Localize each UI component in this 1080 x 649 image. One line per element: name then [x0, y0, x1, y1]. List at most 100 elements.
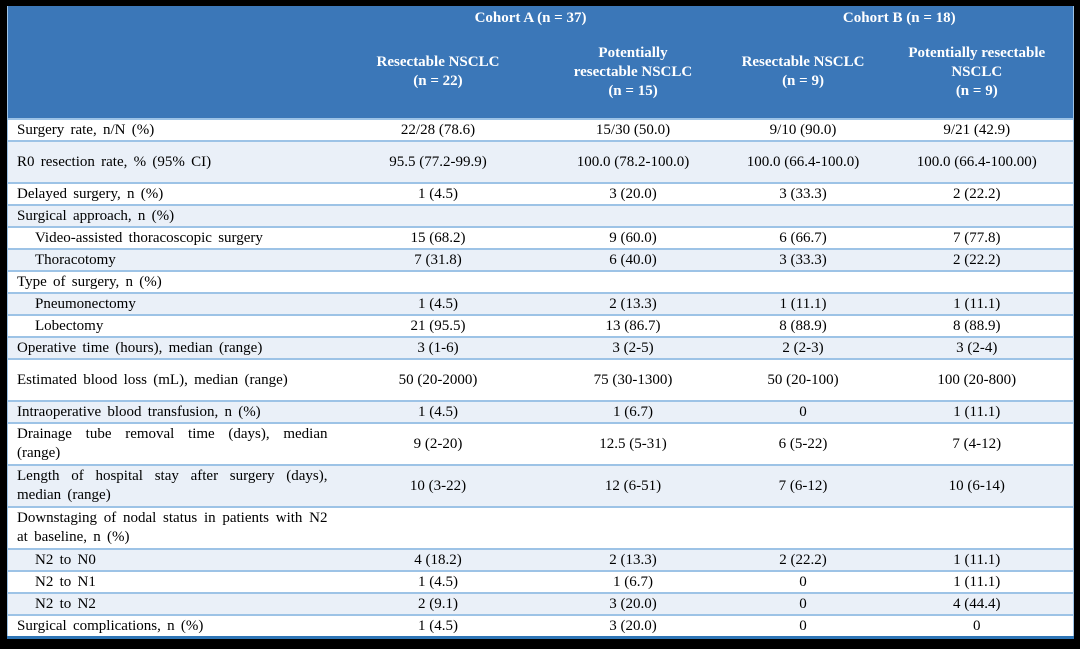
row-label: Surgical approach, n (%) — [7, 204, 336, 227]
row-value: 1 (11.1) — [880, 400, 1074, 423]
row-value: 0 — [725, 592, 881, 615]
row-value: 2 (22.2) — [880, 182, 1074, 205]
row-label: Thoracotomy — [7, 248, 336, 271]
column-header-resectable-a: Resectable NSCLC (n = 22) — [335, 34, 541, 119]
row-value: 100.0 (66.4-100.0) — [725, 140, 881, 183]
row-value: 1 (4.5) — [335, 400, 541, 423]
table-row: Lobectomy 21 (95.5) 13 (86.7) 8 (88.9) 8 (88… — [7, 314, 1074, 337]
row-value: 2 (13.3) — [540, 292, 726, 315]
row-label: Drainage tube removal time (days), media… — [7, 422, 336, 465]
row-value: 3 (20.0) — [540, 614, 726, 638]
table-header: Cohort A (n = 37) Cohort B (n = 18) Rese… — [7, 6, 1074, 119]
row-value — [880, 506, 1074, 549]
row-value: 0 — [725, 570, 881, 593]
row-label: N2 to N2 — [7, 592, 336, 615]
row-label: R0 resection rate, % (95% CI) — [7, 140, 336, 183]
row-value: 2 (2-3) — [725, 336, 881, 359]
row-label: Length of hospital stay after surgery (d… — [7, 464, 336, 507]
surgical-outcomes-table: Cohort A (n = 37) Cohort B (n = 18) Rese… — [7, 6, 1075, 639]
row-value — [335, 204, 541, 227]
table-row: Pneumonectomy 1 (4.5) 2 (13.3) 1 (11.1) 1 (1… — [7, 292, 1074, 315]
row-value: 7 (6-12) — [725, 464, 881, 507]
row-value: 1 (4.5) — [335, 570, 541, 593]
row-value: 1 (4.5) — [335, 292, 541, 315]
row-label: Pneumonectomy — [7, 292, 336, 315]
row-value: 95.5 (77.2-99.9) — [335, 140, 541, 183]
row-label: Type of surgery, n (%) — [7, 270, 336, 293]
table-row: Downstaging of nodal status in patients … — [7, 506, 1074, 549]
row-value — [335, 506, 541, 549]
column-header-potentially-resectable-b: Potentially resectable NSCLC (n = 9) — [880, 34, 1074, 119]
row-value: 1 (6.7) — [540, 400, 726, 423]
row-value: 3 (33.3) — [725, 182, 881, 205]
table-row: Operative time (hours), median (range) 3 … — [7, 336, 1074, 359]
row-value: 15 (68.2) — [335, 226, 541, 249]
subheader-row: Resectable NSCLC (n = 22) Potentially re… — [7, 34, 1074, 119]
row-value: 8 (88.9) — [725, 314, 881, 337]
row-label: Lobectomy — [7, 314, 336, 337]
row-value: 15/30 (50.0) — [540, 118, 726, 141]
table-row: Video-assisted thoracoscopic surgery 15 (… — [7, 226, 1074, 249]
row-value — [725, 204, 881, 227]
row-value: 2 (13.3) — [540, 548, 726, 571]
row-value: 3 (33.3) — [725, 248, 881, 271]
row-value: 9 (2-20) — [335, 422, 541, 465]
table-row: Surgical approach, n (%) — [7, 204, 1074, 227]
cohort-header-row: Cohort A (n = 37) Cohort B (n = 18) — [7, 6, 1074, 34]
table-row: Type of surgery, n (%) — [7, 270, 1074, 293]
row-value: 10 (3-22) — [335, 464, 541, 507]
table-row: N2 to N1 1 (4.5) 1 (6.7) 0 1 (11.1) — [7, 570, 1074, 593]
table-row: Surgical complications, n (%) 1 (4.5) 3 (2… — [7, 614, 1074, 638]
row-value: 12.5 (5-31) — [540, 422, 726, 465]
row-value — [540, 506, 726, 549]
row-value: 3 (1-6) — [335, 336, 541, 359]
row-value: 12 (6-51) — [540, 464, 726, 507]
row-label: Operative time (hours), median (range) — [7, 336, 336, 359]
row-label: Video-assisted thoracoscopic surgery — [7, 226, 336, 249]
row-label: Downstaging of nodal status in patients … — [7, 506, 336, 549]
row-value — [880, 204, 1074, 227]
row-value: 1 (4.5) — [335, 182, 541, 205]
row-label: Intraoperative blood transfusion, n (%) — [7, 400, 336, 423]
row-value: 10 (6-14) — [880, 464, 1074, 507]
row-value: 1 (11.1) — [880, 570, 1074, 593]
row-value: 0 — [725, 614, 881, 638]
row-value: 1 (11.1) — [725, 292, 881, 315]
header-spacer-cell — [7, 34, 336, 119]
row-value: 9/10 (90.0) — [725, 118, 881, 141]
row-value: 1 (11.1) — [880, 548, 1074, 571]
row-label: Surgical complications, n (%) — [7, 614, 336, 638]
row-value — [540, 270, 726, 293]
row-value: 9 (60.0) — [540, 226, 726, 249]
row-label: N2 to N1 — [7, 570, 336, 593]
column-header-potentially-resectable-a: Potentially resectable NSCLC (n = 15) — [540, 34, 726, 119]
row-value: 3 (20.0) — [540, 592, 726, 615]
row-label: Estimated blood loss (mL), median (range… — [7, 358, 336, 401]
row-value: 3 (2-5) — [540, 336, 726, 359]
row-value: 1 (6.7) — [540, 570, 726, 593]
row-value: 3 (20.0) — [540, 182, 726, 205]
row-label: Surgery rate, n/N (%) — [7, 118, 336, 141]
row-label: Delayed surgery, n (%) — [7, 182, 336, 205]
row-value: 6 (66.7) — [725, 226, 881, 249]
row-value — [725, 506, 881, 549]
row-value — [880, 270, 1074, 293]
row-value: 50 (20-2000) — [335, 358, 541, 401]
column-header-resectable-b: Resectable NSCLC (n = 9) — [725, 34, 881, 119]
row-value: 7 (31.8) — [335, 248, 541, 271]
table-row: Length of hospital stay after surgery (d… — [7, 464, 1074, 507]
row-value: 8 (88.9) — [880, 314, 1074, 337]
row-value: 22/28 (78.6) — [335, 118, 541, 141]
row-label: N2 to N0 — [7, 548, 336, 571]
row-value: 100 (20-800) — [880, 358, 1074, 401]
row-value: 9/21 (42.9) — [880, 118, 1074, 141]
table-row: Surgery rate, n/N (%) 22/28 (78.6) 15/30 (… — [7, 118, 1074, 141]
row-value: 50 (20-100) — [725, 358, 881, 401]
cohort-a-header: Cohort A (n = 37) — [335, 6, 726, 34]
row-value — [335, 270, 541, 293]
row-value: 6 (40.0) — [540, 248, 726, 271]
table-row: Estimated blood loss (mL), median (range… — [7, 358, 1074, 401]
row-value: 7 (4-12) — [880, 422, 1074, 465]
row-value: 2 (9.1) — [335, 592, 541, 615]
